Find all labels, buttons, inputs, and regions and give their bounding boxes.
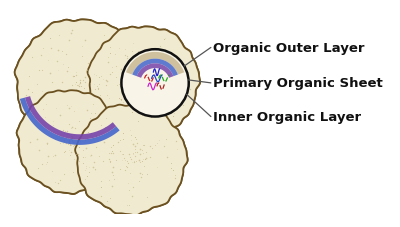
- Polygon shape: [17, 91, 122, 194]
- Circle shape: [121, 50, 189, 117]
- Polygon shape: [137, 64, 174, 79]
- Polygon shape: [126, 53, 184, 75]
- Polygon shape: [75, 105, 188, 215]
- Text: Primary Organic Sheet: Primary Organic Sheet: [213, 77, 382, 90]
- Polygon shape: [132, 59, 178, 77]
- Polygon shape: [15, 20, 145, 148]
- Polygon shape: [75, 105, 188, 215]
- Polygon shape: [88, 27, 200, 138]
- Polygon shape: [20, 98, 120, 145]
- Polygon shape: [17, 91, 122, 194]
- Text: Organic Outer Layer: Organic Outer Layer: [213, 42, 364, 55]
- Polygon shape: [15, 20, 145, 148]
- Text: Inner Organic Layer: Inner Organic Layer: [213, 111, 361, 123]
- Ellipse shape: [60, 73, 149, 157]
- Polygon shape: [25, 97, 116, 140]
- Polygon shape: [88, 27, 200, 138]
